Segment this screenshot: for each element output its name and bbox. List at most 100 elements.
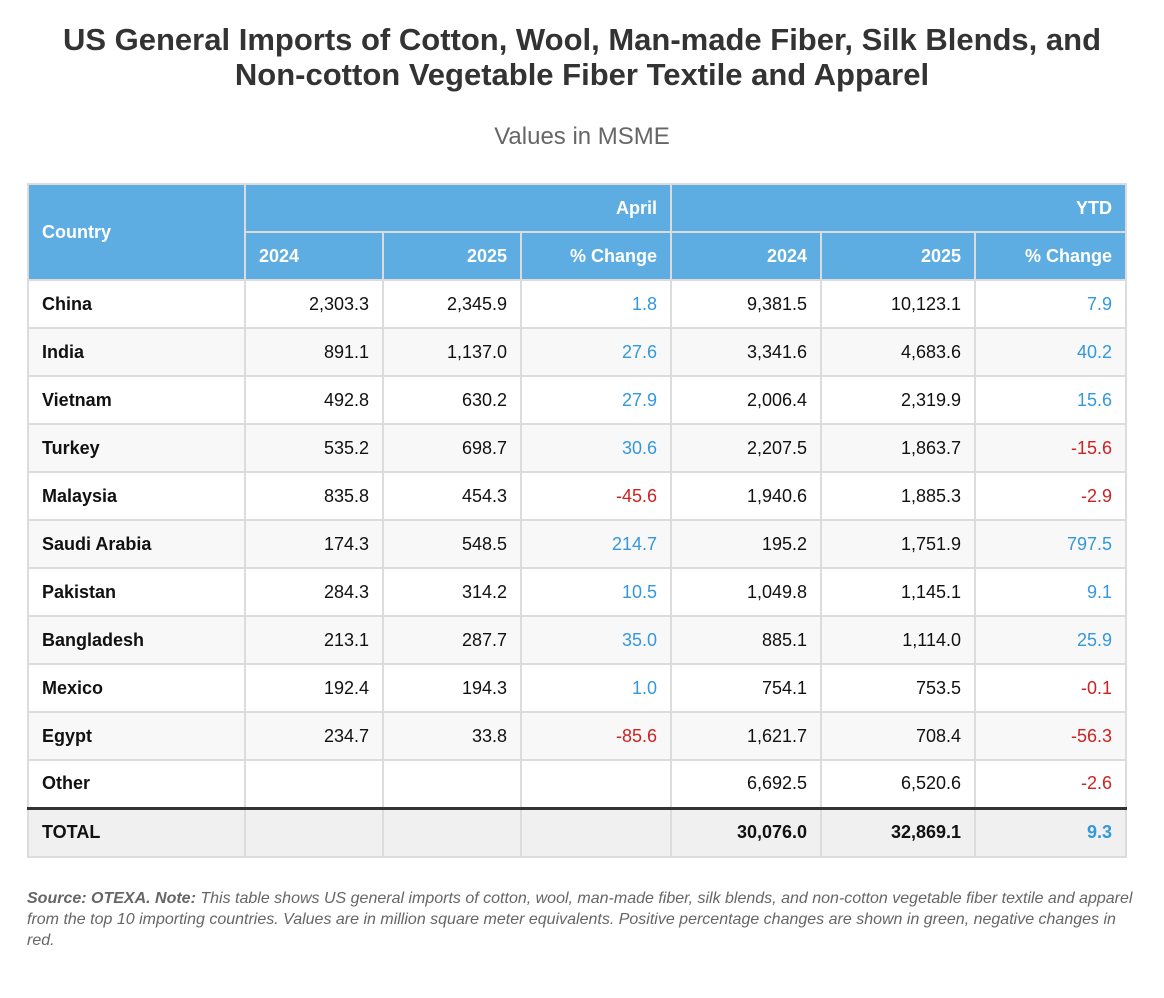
april-change-cell: 214.7 bbox=[519, 519, 673, 569]
ytd-change-cell: -56.3 bbox=[974, 711, 1128, 761]
imports-table: Country April YTD 2024 2025 % Change 202… bbox=[27, 183, 1128, 858]
ytd-change-cell: -2.9 bbox=[974, 471, 1128, 521]
ytd-2024-cell: 195.2 bbox=[670, 519, 823, 569]
april-2025-cell: 1,137.0 bbox=[382, 327, 522, 377]
country-cell: TOTAL bbox=[27, 806, 246, 858]
country-cell: Bangladesh bbox=[27, 615, 246, 665]
country-column-header: Country bbox=[27, 183, 246, 281]
footnote-source: Source: OTEXA. Note: bbox=[27, 890, 196, 907]
country-cell: Vietnam bbox=[27, 375, 246, 425]
ytd-2025-cell: 32,869.1 bbox=[820, 806, 977, 858]
april-2024-cell bbox=[244, 806, 384, 858]
april-change-cell: 30.6 bbox=[519, 423, 673, 473]
ytd-2024-cell: 3,341.6 bbox=[670, 327, 823, 377]
ytd-2025-cell: 4,683.6 bbox=[820, 327, 977, 377]
country-cell: China bbox=[27, 279, 246, 329]
april-2025-cell: 2,345.9 bbox=[382, 279, 522, 329]
april-2025-cell: 698.7 bbox=[382, 423, 522, 473]
ytd-2024-cell: 9,381.5 bbox=[670, 279, 823, 329]
country-cell: Saudi Arabia bbox=[27, 519, 246, 569]
april-2025-cell: 33.8 bbox=[382, 711, 522, 761]
table-body: China 2,303.3 2,345.9 1.8 9,381.5 10,123.1 7.9… bbox=[27, 279, 1128, 858]
april-2024-cell: 2,303.3 bbox=[244, 279, 384, 329]
april-change-cell: 1.0 bbox=[519, 663, 673, 713]
april-2024-cell: 192.4 bbox=[244, 663, 384, 713]
april-change-cell bbox=[519, 806, 673, 858]
april-group-header: April bbox=[243, 183, 673, 233]
ytd-2025-cell: 1,114.0 bbox=[820, 615, 977, 665]
april-2024-cell: 492.8 bbox=[244, 375, 384, 425]
ytd-2024-cell: 885.1 bbox=[670, 615, 823, 665]
total-row: TOTAL 30,076.0 32,869.1 9.3 bbox=[27, 806, 1128, 858]
country-cell: Other bbox=[27, 759, 246, 809]
country-cell: Mexico bbox=[27, 663, 246, 713]
country-cell: Malaysia bbox=[27, 471, 246, 521]
ytd-change-cell: 9.1 bbox=[974, 567, 1128, 617]
ytd-change-cell: -0.1 bbox=[974, 663, 1128, 713]
country-cell: India bbox=[27, 327, 246, 377]
april-2025-cell: 630.2 bbox=[382, 375, 522, 425]
ytd-2025-cell: 1,145.1 bbox=[820, 567, 977, 617]
ytd-change-cell: 15.6 bbox=[974, 375, 1128, 425]
april-change-cell: -85.6 bbox=[519, 711, 673, 761]
ytd-2025-cell: 1,863.7 bbox=[820, 423, 977, 473]
ytd-change-cell: -2.6 bbox=[974, 759, 1128, 809]
april-2024-cell: 174.3 bbox=[244, 519, 384, 569]
table-row: Turkey 535.2 698.7 30.6 2,207.5 1,863.7 -15.6 bbox=[27, 423, 1128, 473]
april-change-cell: 1.8 bbox=[519, 279, 673, 329]
april-2024-cell: 234.7 bbox=[244, 711, 384, 761]
country-cell: Pakistan bbox=[27, 567, 246, 617]
april-2024-cell: 213.1 bbox=[244, 615, 384, 665]
ytd-change-cell: 9.3 bbox=[974, 806, 1128, 858]
ytd-2025-cell: 708.4 bbox=[820, 711, 977, 761]
table-row: Bangladesh 213.1 287.7 35.0 885.1 1,114.0 25.9 bbox=[27, 615, 1128, 665]
april-2025-header: 2025 bbox=[382, 231, 522, 281]
april-2025-cell bbox=[382, 806, 522, 858]
ytd-change-cell: 797.5 bbox=[974, 519, 1128, 569]
table-row: Saudi Arabia 174.3 548.5 214.7 195.2 1,751.9 7… bbox=[27, 519, 1128, 569]
april-2024-cell: 835.8 bbox=[244, 471, 384, 521]
ytd-2024-cell: 1,940.6 bbox=[670, 471, 823, 521]
april-2024-cell: 284.3 bbox=[244, 567, 384, 617]
ytd-2025-cell: 753.5 bbox=[820, 663, 977, 713]
ytd-change-cell: -15.6 bbox=[974, 423, 1128, 473]
ytd-change-header: % Change bbox=[974, 231, 1128, 281]
ytd-2024-cell: 1,621.7 bbox=[670, 711, 823, 761]
ytd-2025-cell: 10,123.1 bbox=[820, 279, 977, 329]
april-change-cell: 35.0 bbox=[519, 615, 673, 665]
april-2025-cell: 314.2 bbox=[382, 567, 522, 617]
page-title: US General Imports of Cotton, Wool, Man-… bbox=[62, 22, 1102, 92]
april-change-cell: -45.6 bbox=[519, 471, 673, 521]
ytd-2025-cell: 1,885.3 bbox=[820, 471, 977, 521]
ytd-2024-cell: 2,006.4 bbox=[670, 375, 823, 425]
ytd-2024-header: 2024 bbox=[670, 231, 823, 281]
ytd-2025-cell: 1,751.9 bbox=[820, 519, 977, 569]
footnote: Source: OTEXA. Note: This table shows US… bbox=[27, 888, 1137, 951]
table-row: Vietnam 492.8 630.2 27.9 2,006.4 2,319.9 15.6 bbox=[27, 375, 1128, 425]
ytd-2024-cell: 754.1 bbox=[670, 663, 823, 713]
country-cell: Turkey bbox=[27, 423, 246, 473]
ytd-2024-cell: 6,692.5 bbox=[670, 759, 823, 809]
table-row: India 891.1 1,137.0 27.6 3,341.6 4,683.6 40.2 bbox=[27, 327, 1128, 377]
ytd-2024-cell: 2,207.5 bbox=[670, 423, 823, 473]
april-2024-header: 2024 bbox=[244, 231, 384, 281]
country-cell: Egypt bbox=[27, 711, 246, 761]
april-change-cell bbox=[519, 759, 673, 809]
april-2025-cell: 454.3 bbox=[382, 471, 522, 521]
table-row: Pakistan 284.3 314.2 10.5 1,049.8 1,145.1 9.1 bbox=[27, 567, 1128, 617]
april-2025-cell: 548.5 bbox=[382, 519, 522, 569]
april-2024-cell bbox=[244, 759, 384, 809]
table-row: Malaysia 835.8 454.3 -45.6 1,940.6 1,885.3 -2.… bbox=[27, 471, 1128, 521]
ytd-change-cell: 7.9 bbox=[974, 279, 1128, 329]
april-change-cell: 10.5 bbox=[519, 567, 673, 617]
april-2024-cell: 891.1 bbox=[244, 327, 384, 377]
table-row: Other 6,692.5 6,520.6 -2.6 bbox=[27, 759, 1128, 809]
april-2025-cell: 194.3 bbox=[382, 663, 522, 713]
ytd-2024-cell: 1,049.8 bbox=[670, 567, 823, 617]
ytd-change-cell: 40.2 bbox=[974, 327, 1128, 377]
table-row: Egypt 234.7 33.8 -85.6 1,621.7 708.4 -56.3 bbox=[27, 711, 1128, 761]
april-2024-cell: 535.2 bbox=[244, 423, 384, 473]
table-row: Mexico 192.4 194.3 1.0 754.1 753.5 -0.1 bbox=[27, 663, 1128, 713]
footnote-text: This table shows US general imports of c… bbox=[27, 890, 1133, 949]
ytd-2025-cell: 6,520.6 bbox=[820, 759, 977, 809]
